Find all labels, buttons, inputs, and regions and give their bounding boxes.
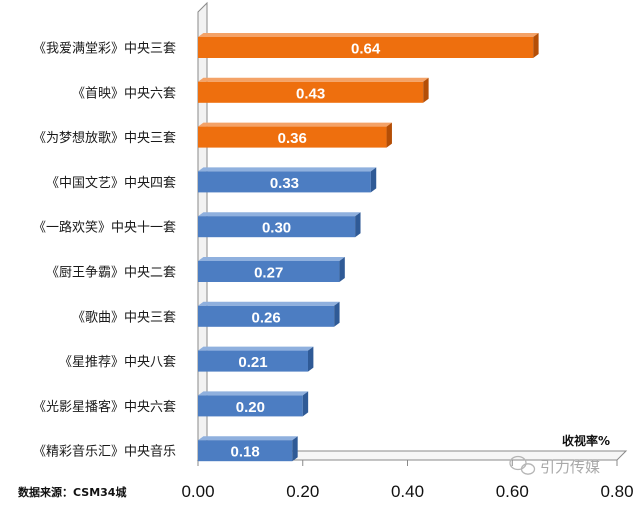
bar-end-face bbox=[423, 77, 429, 103]
x-tick-labels: 0.00 0.20 0.40 0.60 0.80 bbox=[181, 482, 633, 501]
category-label: 《歌曲》中央三套 bbox=[72, 309, 176, 325]
data-source-label: 数据来源：CSM34城 bbox=[18, 485, 126, 499]
bar-end-face bbox=[292, 436, 298, 462]
bar bbox=[198, 257, 345, 282]
bar bbox=[198, 391, 309, 417]
category-label: 《星推荐》中央八套 bbox=[59, 354, 176, 370]
bar-end-face bbox=[355, 212, 361, 238]
category-label: 《厨王争霸》中央二套 bbox=[46, 265, 176, 281]
bar-top-face bbox=[198, 167, 377, 172]
bar-value-label: 0.20 bbox=[236, 399, 265, 416]
bar-front-face bbox=[198, 440, 293, 462]
bar-front-face bbox=[198, 81, 424, 103]
category-label: 《中国文艺》中央四套 bbox=[46, 175, 176, 191]
bar-front-face bbox=[198, 37, 534, 58]
chart-bars: 0.64 0.43 0.36 0.33 0.30 0.27 0.26 0.21 0.20 0.18 bbox=[198, 33, 539, 462]
bar-top-face bbox=[198, 346, 314, 351]
bar-end-face bbox=[302, 391, 309, 417]
bar-value-label: 0.27 bbox=[254, 265, 283, 282]
bar-value-label: 0.43 bbox=[296, 85, 325, 102]
category-label: 《我爱满堂彩》中央三套 bbox=[33, 41, 176, 57]
bar-top-face bbox=[198, 77, 429, 82]
bar-front-face bbox=[198, 395, 303, 417]
x-tick-label: 0.00 bbox=[181, 482, 214, 501]
bar bbox=[198, 301, 340, 327]
bar-value-label: 0.36 bbox=[278, 130, 307, 147]
bar-value-label: 0.33 bbox=[270, 175, 299, 192]
bar bbox=[198, 346, 314, 372]
watermark: 引力传媒 bbox=[509, 455, 600, 476]
bar-value-label: 0.18 bbox=[231, 444, 260, 461]
bar-end-face bbox=[533, 33, 539, 58]
bar-front-face bbox=[198, 305, 335, 327]
bar-end-face bbox=[386, 122, 392, 148]
bar-front-face bbox=[198, 261, 340, 282]
wechat-icon bbox=[509, 455, 536, 475]
bar-end-face bbox=[339, 257, 345, 282]
bar-end-face bbox=[370, 167, 377, 193]
x-tick-label: 0.80 bbox=[600, 482, 633, 501]
bar bbox=[198, 77, 429, 103]
bar-value-label: 0.30 bbox=[262, 220, 291, 237]
bar bbox=[198, 122, 392, 148]
bar-front-face bbox=[198, 126, 387, 148]
category-label: 《光影星播客》中央六套 bbox=[33, 399, 176, 415]
bar-front-face bbox=[198, 350, 308, 372]
bar-top-face bbox=[198, 436, 298, 441]
bar-end-face bbox=[307, 346, 314, 372]
bar-end-face bbox=[334, 301, 340, 327]
category-label: 《为梦想放歌》中央三套 bbox=[33, 130, 176, 146]
bar-top-face bbox=[198, 301, 340, 306]
bar-top-face bbox=[198, 391, 309, 396]
x-tick-label: 0.60 bbox=[496, 482, 529, 501]
category-label: 《精彩音乐汇》中央音乐 bbox=[33, 444, 176, 460]
bar-value-label: 0.64 bbox=[351, 41, 381, 58]
bar-top-face bbox=[198, 33, 539, 37]
bar bbox=[198, 212, 361, 238]
bar-top-face bbox=[198, 212, 361, 217]
bar-value-label: 0.26 bbox=[251, 309, 280, 326]
bar-front-face bbox=[198, 216, 356, 238]
category-label: 《首映》中央六套 bbox=[72, 85, 176, 101]
x-tick-label: 0.20 bbox=[286, 482, 319, 501]
unit-label: 收视率% bbox=[562, 433, 610, 448]
bar bbox=[198, 436, 298, 462]
bar-top-face bbox=[198, 257, 345, 261]
bar-value-label: 0.21 bbox=[238, 354, 267, 371]
x-tick-label: 0.40 bbox=[391, 482, 424, 501]
category-labels: 《我爱满堂彩》中央三套《首映》中央六套《为梦想放歌》中央三套《中国文艺》中央四套… bbox=[33, 41, 176, 460]
bar bbox=[198, 167, 377, 193]
category-label: 《一路欢笑》中央十一套 bbox=[33, 220, 176, 236]
watermark-text: 引力传媒 bbox=[540, 458, 600, 476]
bar-top-face bbox=[198, 122, 392, 127]
bar-front-face bbox=[198, 171, 371, 193]
bar bbox=[198, 33, 539, 58]
